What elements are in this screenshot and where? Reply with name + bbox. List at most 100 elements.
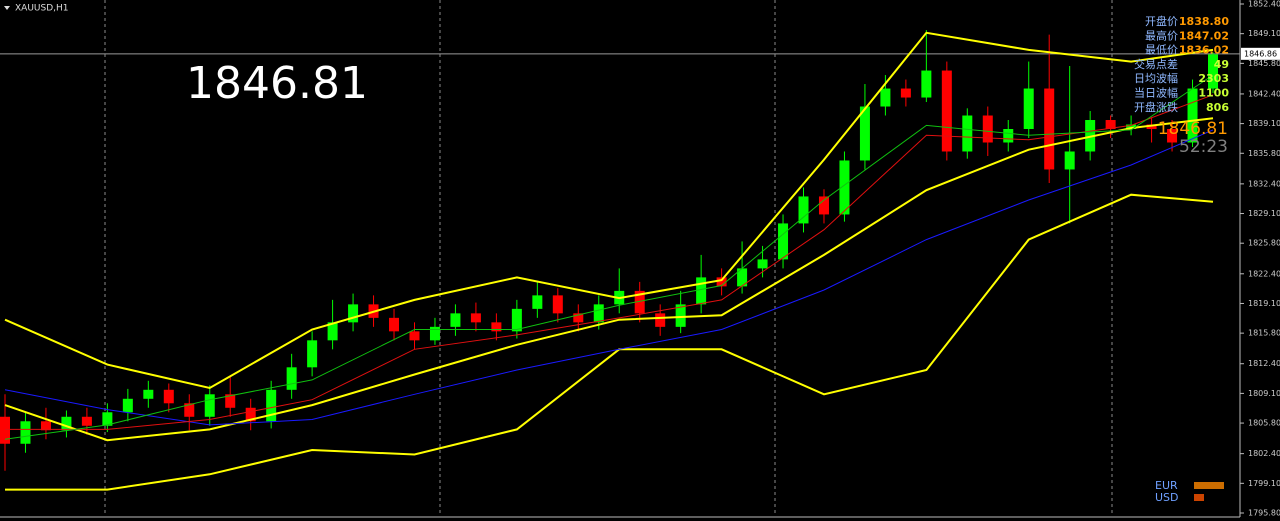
y-tick-label: 1799.10 [1248,479,1280,488]
candle-body [982,115,993,143]
y-tick-label: 1815.80 [1248,329,1280,338]
y-tick-label: 1852.40 [1248,0,1280,9]
info-value: 1836.02 [1179,44,1229,57]
candle-body [573,313,584,323]
candle-body [778,223,789,260]
info-label: 日均波幅 [1134,72,1178,85]
indicator-line [4,117,1214,442]
candle-body [1105,120,1116,130]
candle-body [429,326,440,341]
candle-body [245,407,256,422]
last-price-label: 1846.86 [1244,49,1277,58]
info-value: 49 [1214,58,1229,71]
y-tick-label: 1805.80 [1248,419,1280,428]
candle-body [655,313,666,327]
info-label: 交易点差 [1134,57,1178,71]
candle-body [491,322,502,332]
candle-body [921,70,932,98]
candle-body [1023,88,1034,130]
y-tick-label: 1839.10 [1248,119,1280,128]
candle-body [1064,151,1075,170]
info-value: 2303 [1198,72,1229,85]
candle-body [40,421,51,431]
candle-body [470,313,481,323]
info-value: 1100 [1198,87,1229,100]
indicator-line [4,74,1214,440]
candle-body [389,317,400,332]
info-value: 806 [1206,101,1229,114]
candle-body [163,389,174,404]
current-price: 1846.81 [1158,119,1228,139]
info-label: 最低价 [1145,44,1178,57]
y-tick-label: 1822.40 [1248,269,1280,278]
candle-body [81,416,92,426]
candle-body [102,412,113,426]
candle-body [143,389,154,399]
info-value: 1838.80 [1179,15,1229,28]
candle-body [1187,88,1198,143]
indicator-line [5,94,1214,430]
y-tick-label: 1825.80 [1248,239,1280,248]
y-tick-label: 1842.40 [1248,89,1280,98]
y-tick-label: 1809.10 [1248,389,1280,398]
y-tick-label: 1849.10 [1248,29,1280,38]
menu-arrow[interactable] [4,6,10,10]
candle-body [307,340,318,368]
candle-body [696,277,707,305]
candle-body [0,416,10,444]
last-price-box [1241,47,1280,60]
candle-body [327,322,338,341]
candle-body [716,277,727,287]
legend-label: EUR [1155,479,1178,492]
candle-body [552,295,563,314]
y-tick-label: 1845.80 [1248,59,1280,68]
candle-body [737,268,748,287]
info-label: 最高价 [1145,28,1178,42]
candle-body [1003,129,1014,143]
candle-body [61,416,72,431]
candle-body [204,394,215,417]
y-tick-label: 1829.10 [1248,209,1280,218]
y-tick-label: 1835.80 [1248,149,1280,158]
candle-body [184,403,195,417]
countdown: 52:23 [1179,137,1228,157]
candle-body [798,196,809,224]
candle-body [266,389,277,422]
candle-body [1208,54,1218,89]
symbol-label: XAUUSD,H1 [15,4,69,14]
y-tick-label: 1802.40 [1248,449,1280,458]
candle-body [839,160,850,215]
info-value: 1847.02 [1179,29,1229,42]
candle-body [1126,124,1137,130]
y-tick-label: 1819.10 [1248,299,1280,308]
candle-body [511,308,522,332]
candle-body [1044,88,1055,170]
info-label: 当日波幅 [1134,86,1178,100]
candle-body [20,421,31,444]
candle-body [1146,124,1157,130]
candle-body [1167,129,1178,143]
y-tick-label: 1795.80 [1248,509,1280,518]
candle-body [757,259,768,269]
indicator-line [4,31,1214,390]
legend-bars [1194,482,1224,501]
y-tick-label: 1812.40 [1248,359,1280,368]
candle-body [634,290,645,314]
candle-body [532,295,543,309]
candle-body [348,304,359,323]
indicator-line [4,129,1214,426]
candle-body [818,196,829,215]
candle-body [409,331,420,341]
candle-body [122,398,133,413]
candle-body [859,106,870,161]
price-display: 1846.81 [186,58,368,109]
candle-body [962,115,973,152]
candle-body [675,304,686,327]
candle-body [900,88,911,98]
info-label: 开盘涨跌 [1134,100,1178,114]
candle-body [225,394,236,408]
